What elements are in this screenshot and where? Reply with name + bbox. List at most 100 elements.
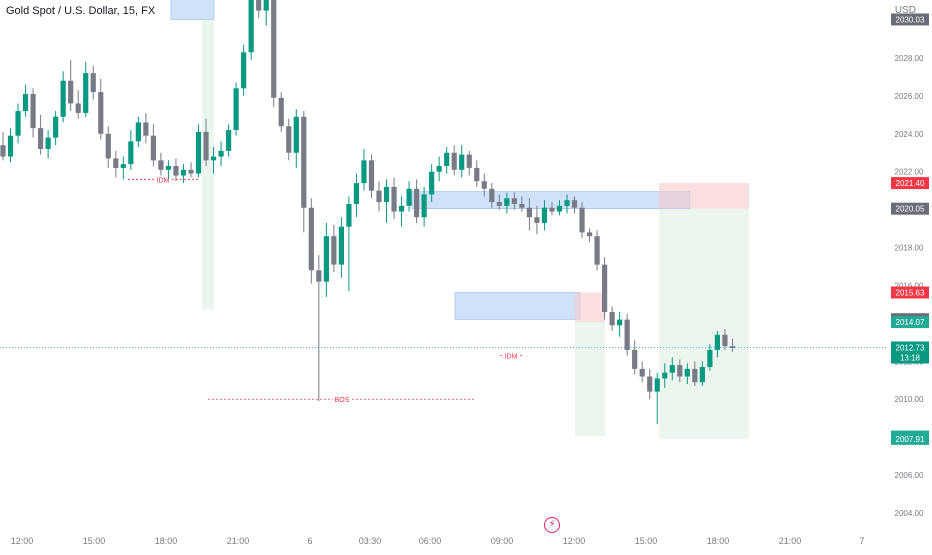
- candle-body: [624, 319, 630, 350]
- candle-body: [549, 207, 555, 212]
- candle-body: [647, 376, 653, 392]
- symbol-title: Gold Spot / U.S. Dollar, 15, FX: [6, 5, 156, 17]
- candle-body: [376, 190, 382, 203]
- y-tick-label: 2024.00: [895, 130, 924, 139]
- x-tick-label: 09:00: [491, 536, 514, 546]
- candle-body: [617, 319, 623, 326]
- candle-body: [0, 145, 6, 157]
- candle-body: [113, 158, 119, 168]
- annotation-label: IDM: [505, 354, 518, 361]
- candle-body: [632, 349, 638, 369]
- candle-body: [22, 93, 29, 112]
- candle-body: [338, 226, 344, 265]
- candle-body: [459, 154, 465, 170]
- price-tag: [891, 316, 929, 329]
- candle-body: [30, 93, 36, 129]
- x-tick-label: 21:00: [779, 536, 802, 546]
- candle-body: [662, 372, 668, 379]
- candle-body: [150, 135, 156, 161]
- candle-body: [579, 207, 585, 233]
- candle-body: [436, 166, 442, 172]
- candle-body: [256, 0, 262, 11]
- candle-body: [421, 194, 427, 218]
- y-tick-label: 2022.00: [895, 168, 924, 177]
- price-tag: [891, 202, 929, 215]
- x-tick-label: 6: [307, 536, 312, 546]
- candle-body: [218, 150, 224, 157]
- candle-body: [669, 365, 675, 373]
- x-tick-label: 12:00: [563, 536, 586, 546]
- candle-body: [301, 116, 307, 208]
- zone-supply: [170, 0, 215, 20]
- annotation-label: BOS: [335, 397, 350, 404]
- candle-body: [68, 80, 74, 104]
- candle-body: [263, 0, 269, 11]
- annotation-bg: [154, 174, 172, 185]
- candle-body: [699, 367, 705, 383]
- candle-body: [38, 128, 44, 149]
- candle-body: [481, 181, 487, 189]
- x-tick-label: 12:00: [11, 536, 34, 546]
- candle-body: [278, 97, 284, 127]
- price-tag: [891, 432, 929, 445]
- candle-body: [602, 264, 608, 313]
- price-tag-label: 2007.91: [896, 435, 925, 444]
- annotation-label: IDM: [157, 177, 170, 184]
- lightning-icon[interactable]: ⚡: [544, 517, 560, 533]
- candle-body: [519, 203, 525, 208]
- candle-body: [496, 202, 502, 206]
- y-tick-label: 2006.00: [895, 471, 924, 480]
- candle-body: [541, 207, 548, 223]
- x-tick-label: 03:30: [359, 536, 382, 546]
- x-tick-label: 18:00: [707, 536, 730, 546]
- zone-buy: [659, 208, 749, 439]
- candle-body: [586, 232, 593, 237]
- candle-body: [120, 164, 126, 168]
- candle-body: [556, 205, 563, 212]
- candle-body: [45, 137, 51, 149]
- candle-body: [383, 186, 390, 203]
- x-tick-label: 21:00: [227, 536, 250, 546]
- candle-body: [105, 133, 111, 159]
- currency-label: USD: [894, 5, 916, 16]
- price-tag-label: 2020.05: [896, 205, 925, 214]
- candle-body: [414, 188, 420, 218]
- candle-body: [83, 73, 89, 113]
- candle-body: [564, 200, 570, 206]
- zone-sell: [659, 183, 749, 209]
- candle-body: [203, 131, 209, 161]
- candle-body: [353, 183, 360, 204]
- candle-body: [98, 92, 104, 134]
- candle-body: [173, 166, 179, 176]
- candle-body: [391, 186, 397, 212]
- candle-body: [571, 200, 578, 208]
- x-tick-label: 7: [859, 536, 864, 546]
- candle-body: [316, 270, 322, 282]
- zone-buy: [202, 19, 214, 311]
- candle-body: [368, 160, 375, 191]
- candle-body: [707, 349, 713, 368]
- candle-body: [398, 205, 405, 212]
- candle-body: [504, 198, 510, 206]
- candle-body: [75, 103, 81, 113]
- candle-body: [714, 334, 720, 350]
- y-tick-label: 2018.00: [895, 244, 924, 253]
- zone-supply: [454, 292, 581, 320]
- candle-body: [451, 152, 457, 170]
- price-tag-label: 2021.40: [896, 179, 925, 188]
- candle-body: [361, 160, 367, 184]
- y-tick-label: 2028.00: [895, 54, 924, 63]
- candle-body: [233, 88, 239, 131]
- candle-body: [639, 368, 645, 377]
- candle-body: [308, 207, 314, 271]
- candle-body: [180, 169, 187, 176]
- last-price-tag: [891, 341, 929, 364]
- candle-body: [511, 198, 517, 204]
- candle-body: [271, 0, 277, 98]
- zone-buy: [575, 322, 605, 437]
- candle-body: [594, 236, 600, 265]
- candle-body: [323, 236, 329, 282]
- candle-body: [158, 160, 164, 170]
